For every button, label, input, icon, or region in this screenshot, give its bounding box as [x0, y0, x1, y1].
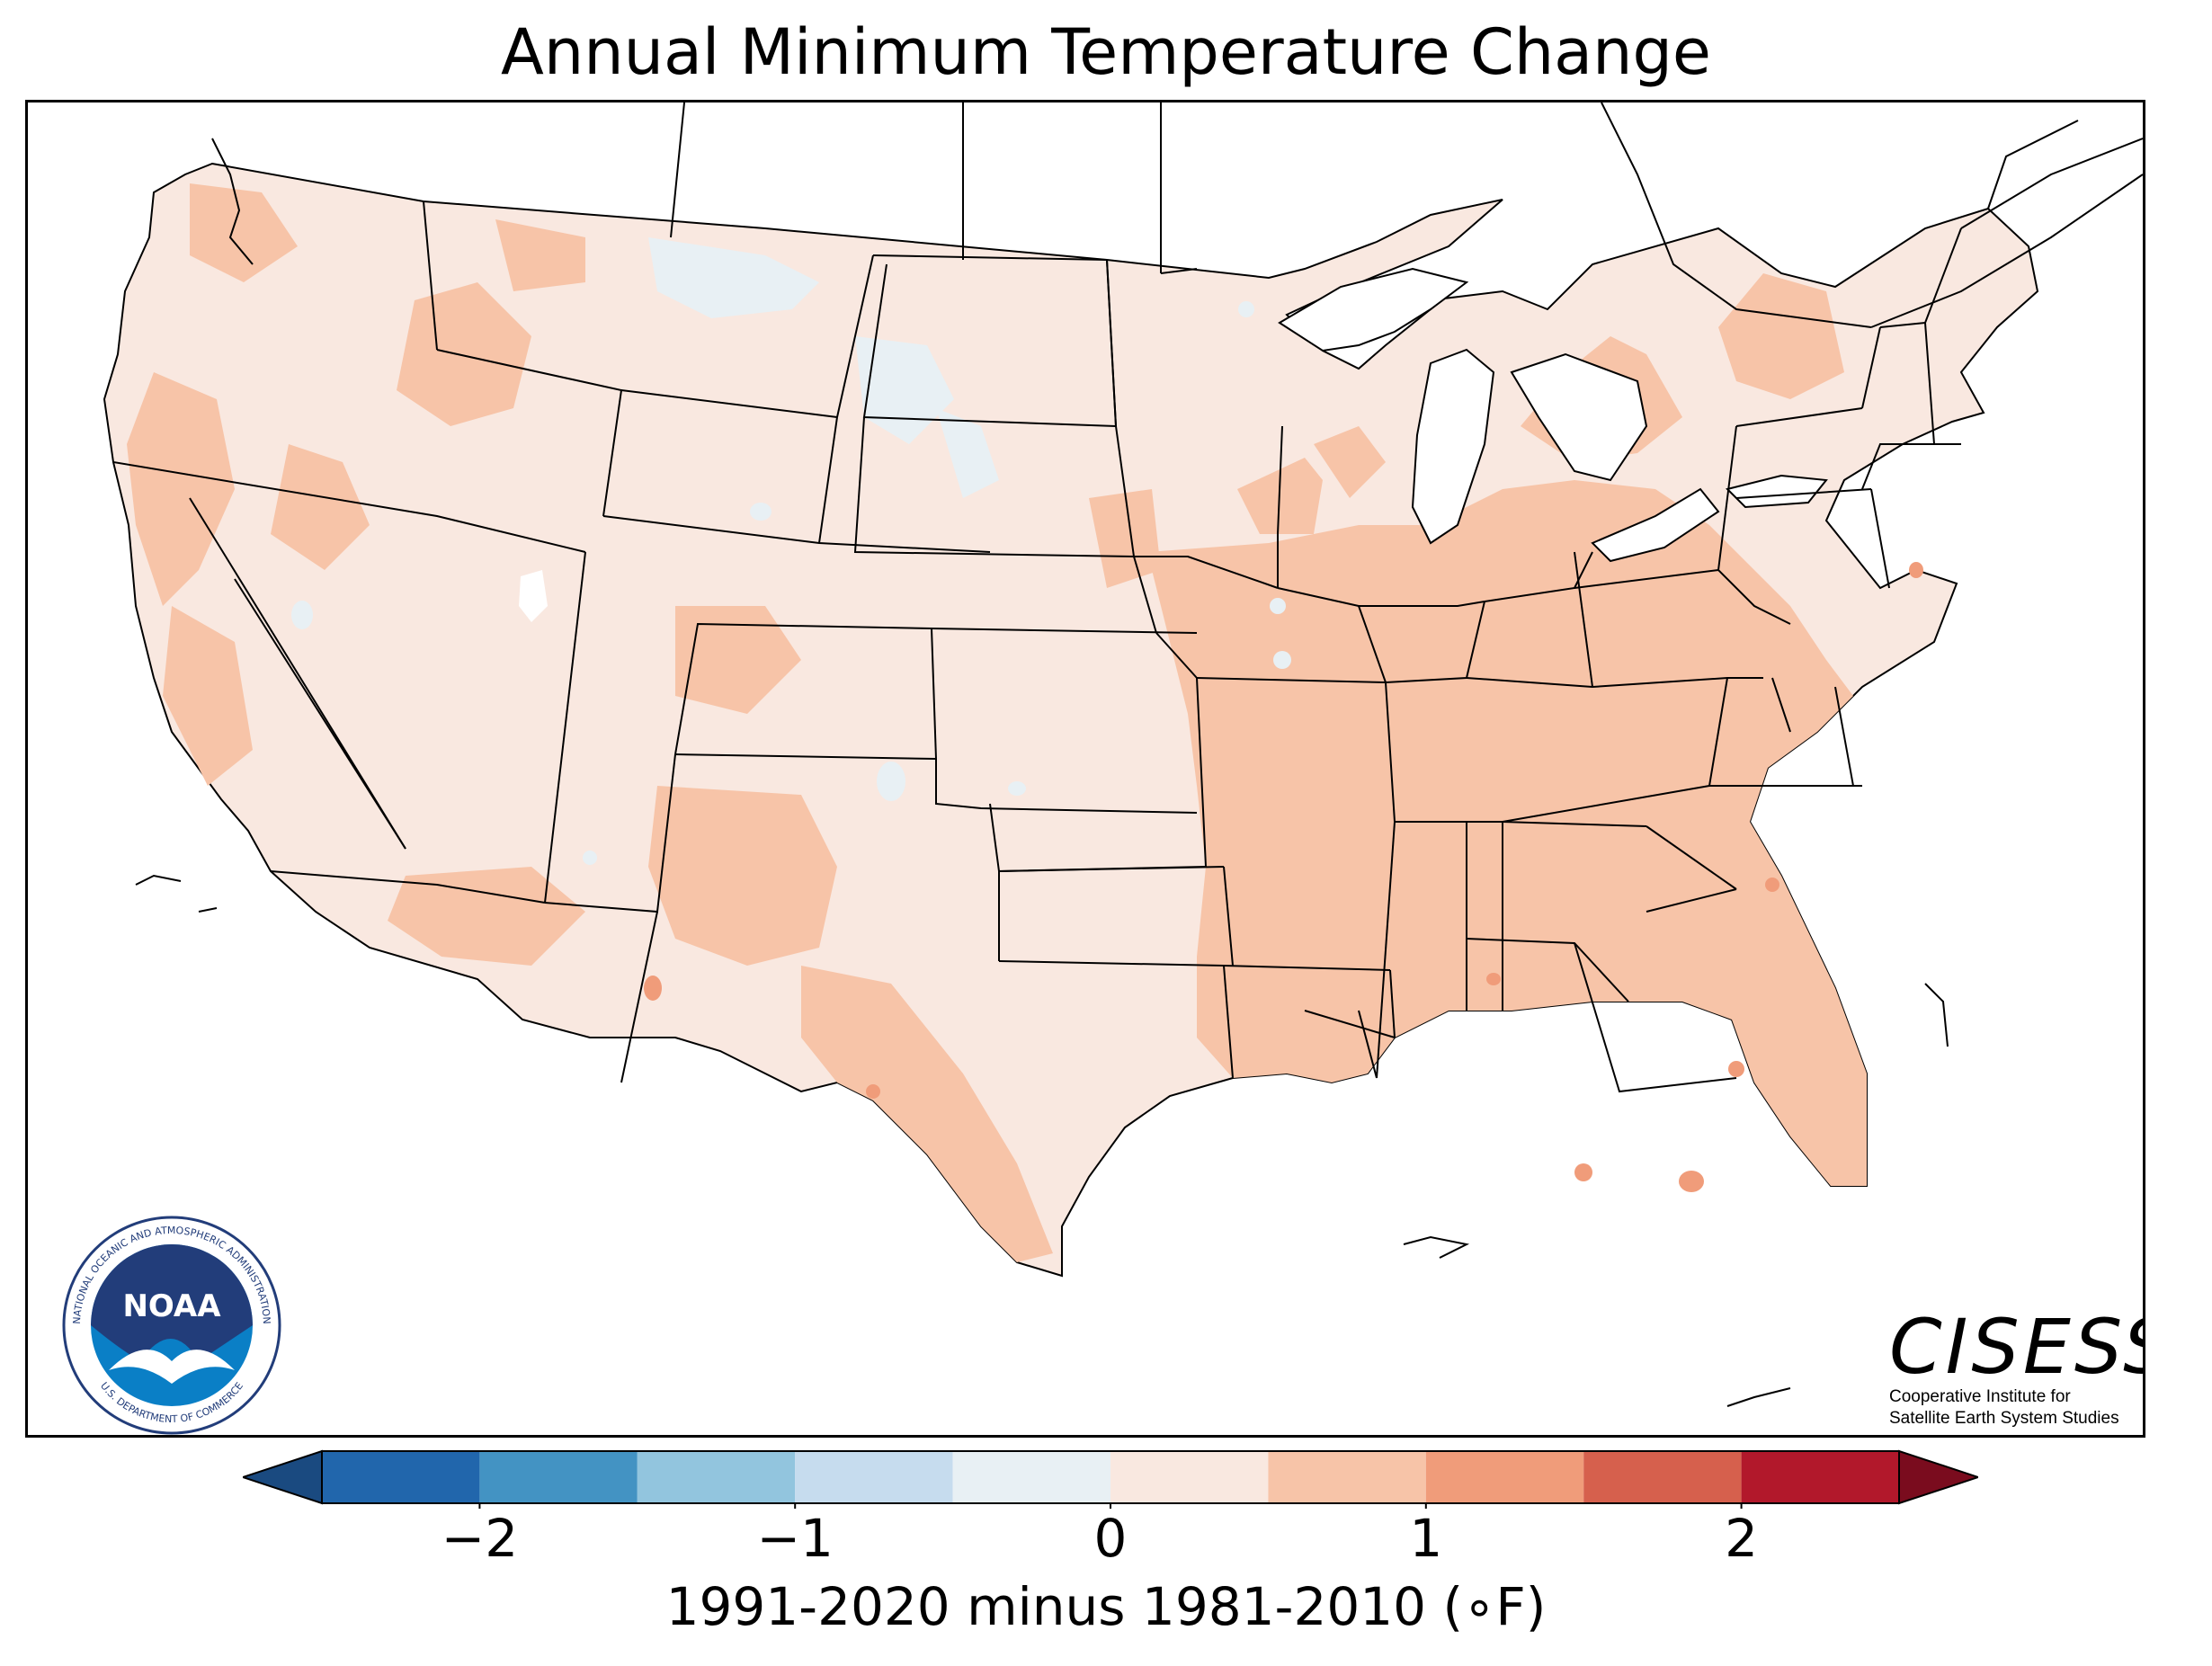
noaa-abbr: NOAA: [122, 1288, 221, 1324]
colorbar-under-arrow: [243, 1449, 323, 1505]
state-borders: [112, 200, 1962, 1093]
colorbar-tick-label: 0: [1093, 1508, 1128, 1569]
colorbar-bin-4: [952, 1451, 1110, 1503]
great-lakes: [1278, 267, 1828, 563]
lake-voids: [322, 570, 1802, 1296]
colorbar-label: 1991-2020 minus 1981-2010 (∘F): [665, 1576, 1547, 1637]
colorbar-tick-label: −2: [441, 1508, 519, 1569]
colorbar-tick-label: 1: [1409, 1508, 1443, 1569]
warm-anomaly-patches: [127, 183, 1867, 1262]
colorbar-bin-0: [322, 1451, 480, 1503]
us-map: [103, 102, 2143, 1407]
canada-borders: [670, 102, 2143, 328]
colorbar-ticks: [478, 1503, 1743, 1509]
colorbar-bin-2: [637, 1451, 796, 1503]
cisess-line2: Satellite Earth System Studies: [1889, 1409, 2119, 1428]
colorbar-bin-6: [1268, 1451, 1426, 1503]
cisess-line1: Cooperative Institute for: [1889, 1387, 2071, 1406]
colorbar-tick-label: 2: [1725, 1508, 1759, 1569]
colorbar-over-arrow: [1898, 1449, 1978, 1505]
colorbar-bin-7: [1425, 1451, 1584, 1503]
colorbar-bin-3: [795, 1451, 953, 1503]
coast-detail: [135, 138, 1949, 1407]
hot-anomaly-spots: [644, 562, 1923, 1192]
colorbar-bins: [322, 1451, 1899, 1503]
colorbar-bin-1: [479, 1451, 638, 1503]
map-title: Annual Minimum Temperature Change: [501, 15, 1711, 89]
cisess-name: CISESS: [1889, 1303, 2143, 1391]
colorbar: [243, 1449, 1978, 1509]
colorbar-tick-label: −1: [756, 1508, 834, 1569]
map-frame: NOAA NATIONAL OCEANIC AND ATMOSPHERIC AD…: [25, 100, 2145, 1438]
colorbar-bin-9: [1741, 1451, 1899, 1503]
colorbar-bin-5: [1110, 1451, 1269, 1503]
noaa-logo: NOAA NATIONAL OCEANIC AND ATMOSPHERIC AD…: [62, 1216, 281, 1435]
cisess-logo: CISESS Cooperative Institute for Satelli…: [1889, 1303, 2143, 1430]
colorbar-bin-8: [1583, 1451, 1742, 1503]
